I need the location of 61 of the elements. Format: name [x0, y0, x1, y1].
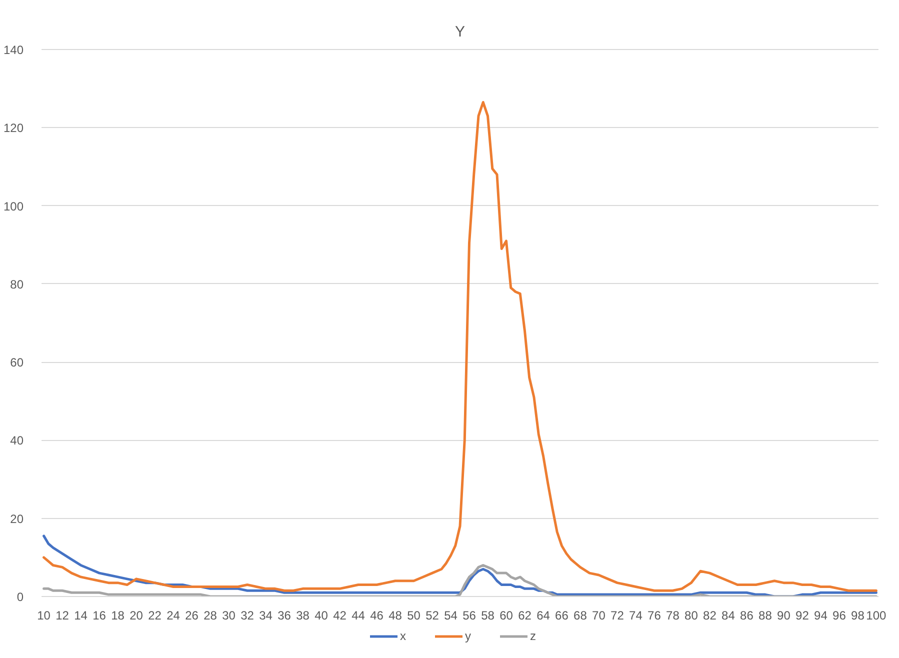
x-tick-label: 48	[388, 608, 402, 622]
y-tick-label: 40	[10, 434, 24, 448]
x-tick-label: 66	[555, 608, 569, 622]
x-tick-label: 20	[130, 608, 144, 622]
x-tick-label: 60	[500, 608, 514, 622]
x-tick-label: 50	[407, 608, 421, 622]
x-tick-label: 58	[481, 608, 495, 622]
x-tick-label: 36	[278, 608, 292, 622]
x-tick-label: 22	[148, 608, 162, 622]
x-tick-label: 72	[610, 608, 624, 622]
x-tick-label: 74	[629, 608, 643, 622]
x-tick-label: 64	[536, 608, 550, 622]
y-tick-label: 0	[16, 590, 24, 604]
x-tick-label: 78	[666, 608, 680, 622]
x-tick-label: 86	[740, 608, 754, 622]
x-tick-label: 82	[703, 608, 717, 622]
legend-label: z	[530, 629, 537, 643]
x-tick-label: 18	[111, 608, 125, 622]
x-tick-label: 56	[462, 608, 476, 622]
x-tick-label: 46	[370, 608, 384, 622]
x-tick-label: 98	[851, 608, 865, 622]
x-tick-label: 14	[74, 608, 88, 622]
x-tick-label: 12	[56, 608, 70, 622]
x-tick-label: 24	[166, 608, 180, 622]
x-tick-label: 92	[796, 608, 810, 622]
y-tick-label: 140	[3, 43, 24, 57]
y-tick-label: 100	[3, 199, 24, 214]
x-tick-label: 38	[296, 608, 310, 622]
x-tick-label: 44	[352, 608, 366, 622]
x-tick-label: 80	[684, 608, 698, 622]
x-tick-label: 62	[518, 608, 532, 622]
x-tick-label: 68	[574, 608, 588, 622]
x-tick-label: 90	[777, 608, 791, 622]
y-tick-label: 20	[10, 512, 24, 526]
x-tick-label: 30	[222, 608, 236, 622]
x-tick-label: 84	[722, 608, 736, 622]
line-series	[42, 100, 878, 592]
y-tick-label: 60	[10, 356, 24, 370]
x-tick-label: 70	[592, 608, 606, 622]
x-tick-label: 32	[240, 608, 254, 622]
legend-label: x	[400, 629, 407, 643]
y-tick-label: 120	[3, 121, 24, 136]
x-tick-label: 26	[185, 608, 199, 622]
y-tick-label: 80	[10, 277, 24, 292]
x-tick-label: 34	[259, 608, 273, 622]
x-tick-label: 16	[92, 608, 106, 622]
x-tick-label: 42	[333, 608, 347, 622]
x-tick-label: 96	[832, 608, 846, 622]
x-tick-label: 100	[866, 608, 887, 622]
line-series	[42, 564, 878, 596]
chart-title: Y	[455, 24, 466, 40]
x-tick-label: 40	[314, 608, 328, 622]
legend-label: y	[465, 629, 472, 643]
x-tick-label: 94	[814, 608, 828, 622]
x-tick-label: 76	[648, 608, 662, 622]
x-tick-label: 10	[37, 608, 51, 622]
x-tick-label: 54	[444, 608, 458, 622]
x-tick-label: 28	[204, 608, 218, 622]
x-tick-label: 52	[426, 608, 440, 622]
x-tick-label: 88	[758, 608, 772, 622]
line-series	[42, 534, 878, 596]
